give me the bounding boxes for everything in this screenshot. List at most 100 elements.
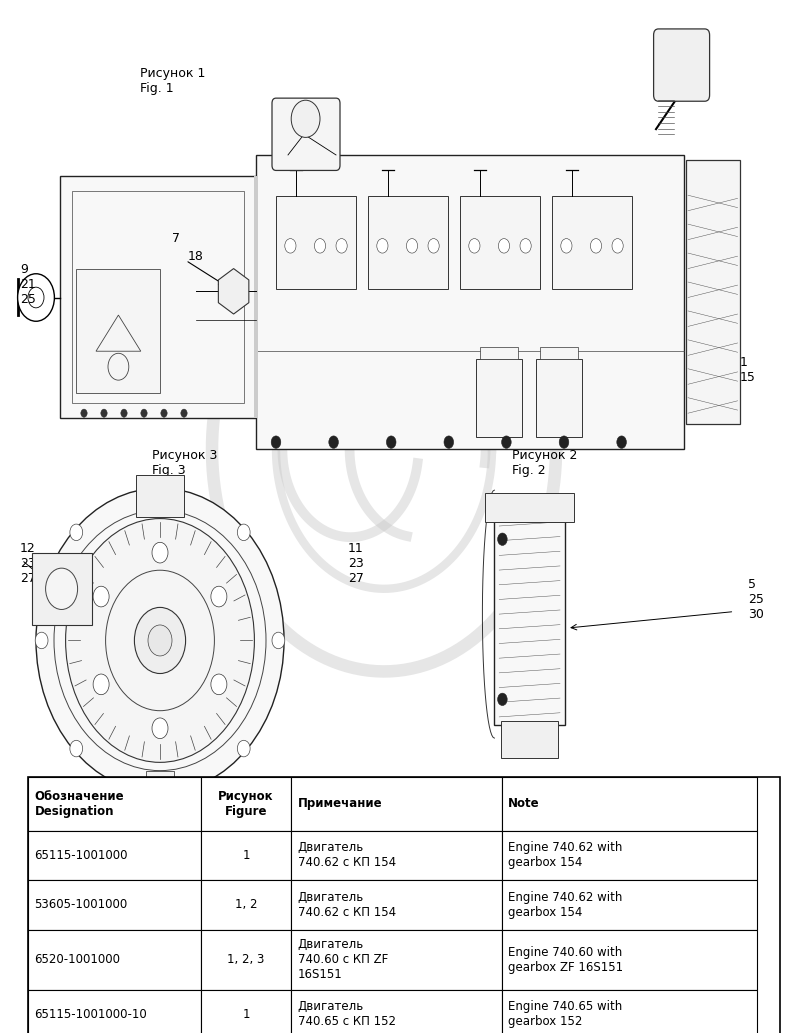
Bar: [502, 777, 758, 831]
Bar: [28, 880, 201, 930]
Bar: [72, 191, 244, 403]
Text: Двигатель
740.62 с КП 154: Двигатель 740.62 с КП 154: [298, 841, 396, 870]
Circle shape: [152, 542, 168, 563]
Text: Note: Note: [508, 797, 540, 810]
Circle shape: [590, 239, 602, 253]
Bar: [201, 880, 291, 930]
Circle shape: [18, 274, 54, 321]
Circle shape: [617, 436, 626, 448]
FancyBboxPatch shape: [272, 98, 340, 170]
Circle shape: [291, 100, 320, 137]
Bar: [254, 176, 258, 418]
Bar: [291, 990, 502, 1033]
Bar: [28, 777, 201, 831]
Bar: [201, 831, 291, 880]
Circle shape: [406, 239, 418, 253]
Bar: [32, 553, 92, 625]
FancyBboxPatch shape: [654, 29, 710, 101]
Text: 5
25
30: 5 25 30: [748, 578, 764, 622]
Circle shape: [148, 625, 172, 656]
Bar: [201, 930, 291, 990]
Circle shape: [612, 239, 623, 253]
Ellipse shape: [36, 488, 284, 793]
Bar: [502, 990, 758, 1033]
Circle shape: [336, 239, 347, 253]
Bar: [480, 347, 518, 359]
Bar: [201, 777, 291, 831]
Text: Двигатель
740.65 с КП 152: Двигатель 740.65 с КП 152: [298, 1000, 396, 1029]
Circle shape: [154, 479, 166, 496]
Text: 6520-1001000: 6520-1001000: [34, 953, 121, 966]
Circle shape: [559, 436, 569, 448]
Circle shape: [444, 436, 454, 448]
Bar: [201, 990, 291, 1033]
Text: 9
21
25: 9 21 25: [20, 263, 36, 307]
Text: 1, 2, 3: 1, 2, 3: [227, 953, 265, 966]
Text: 18: 18: [188, 250, 204, 263]
Polygon shape: [96, 315, 141, 351]
Bar: [291, 930, 502, 990]
Circle shape: [520, 239, 531, 253]
Text: 1: 1: [242, 1008, 250, 1021]
Circle shape: [121, 409, 127, 417]
Circle shape: [181, 409, 187, 417]
Text: 1
15: 1 15: [740, 356, 756, 384]
Bar: [501, 721, 558, 758]
Circle shape: [46, 568, 78, 609]
Bar: [256, 155, 684, 449]
Circle shape: [93, 586, 109, 606]
Circle shape: [498, 533, 507, 545]
Bar: [552, 196, 632, 289]
Text: Engine 740.62 with
gearbox 154: Engine 740.62 with gearbox 154: [508, 841, 622, 870]
Circle shape: [377, 239, 388, 253]
Text: Рисунок
Figure: Рисунок Figure: [218, 789, 274, 818]
Circle shape: [272, 632, 285, 649]
Ellipse shape: [54, 510, 266, 771]
Circle shape: [386, 436, 396, 448]
Circle shape: [81, 409, 87, 417]
Circle shape: [28, 287, 44, 308]
Text: 53605-1001000: 53605-1001000: [34, 899, 128, 911]
Bar: [276, 196, 356, 289]
Bar: [28, 990, 201, 1033]
Bar: [291, 777, 502, 831]
Circle shape: [428, 239, 439, 253]
Circle shape: [314, 239, 326, 253]
Text: 1: 1: [242, 849, 250, 862]
Text: Рисунок 1
Fig. 1: Рисунок 1 Fig. 1: [140, 67, 206, 95]
Bar: [76, 269, 160, 393]
Text: Двигатель
740.60 с КП ZF
16S151: Двигатель 740.60 с КП ZF 16S151: [298, 938, 388, 981]
Bar: [60, 176, 256, 418]
Bar: [485, 493, 574, 522]
Bar: [28, 831, 201, 880]
Circle shape: [498, 693, 507, 706]
Text: 7: 7: [172, 232, 180, 246]
Circle shape: [329, 436, 338, 448]
Text: Engine 740.60 with
gearbox ZF 16S151: Engine 740.60 with gearbox ZF 16S151: [508, 945, 623, 974]
Text: Рисунок 2
Fig. 2: Рисунок 2 Fig. 2: [512, 449, 578, 477]
Polygon shape: [218, 269, 249, 314]
Bar: [536, 359, 582, 437]
Text: 12
23
27: 12 23 27: [20, 542, 36, 586]
Circle shape: [271, 436, 281, 448]
Bar: [502, 831, 758, 880]
Bar: [368, 196, 448, 289]
Text: Двигатель
740.62 с КП 154: Двигатель 740.62 с КП 154: [298, 890, 396, 919]
Bar: [291, 880, 502, 930]
Circle shape: [285, 239, 296, 253]
Circle shape: [211, 586, 227, 606]
Bar: [28, 777, 780, 1033]
Circle shape: [238, 524, 250, 540]
Circle shape: [161, 409, 167, 417]
Circle shape: [35, 632, 48, 649]
Circle shape: [498, 239, 510, 253]
Circle shape: [502, 436, 511, 448]
Circle shape: [152, 718, 168, 739]
Text: 65115-1001000-10: 65115-1001000-10: [34, 1008, 147, 1021]
Bar: [540, 347, 578, 359]
Bar: [502, 880, 758, 930]
Circle shape: [238, 741, 250, 757]
Circle shape: [66, 519, 254, 762]
Circle shape: [469, 239, 480, 253]
Bar: [502, 930, 758, 990]
